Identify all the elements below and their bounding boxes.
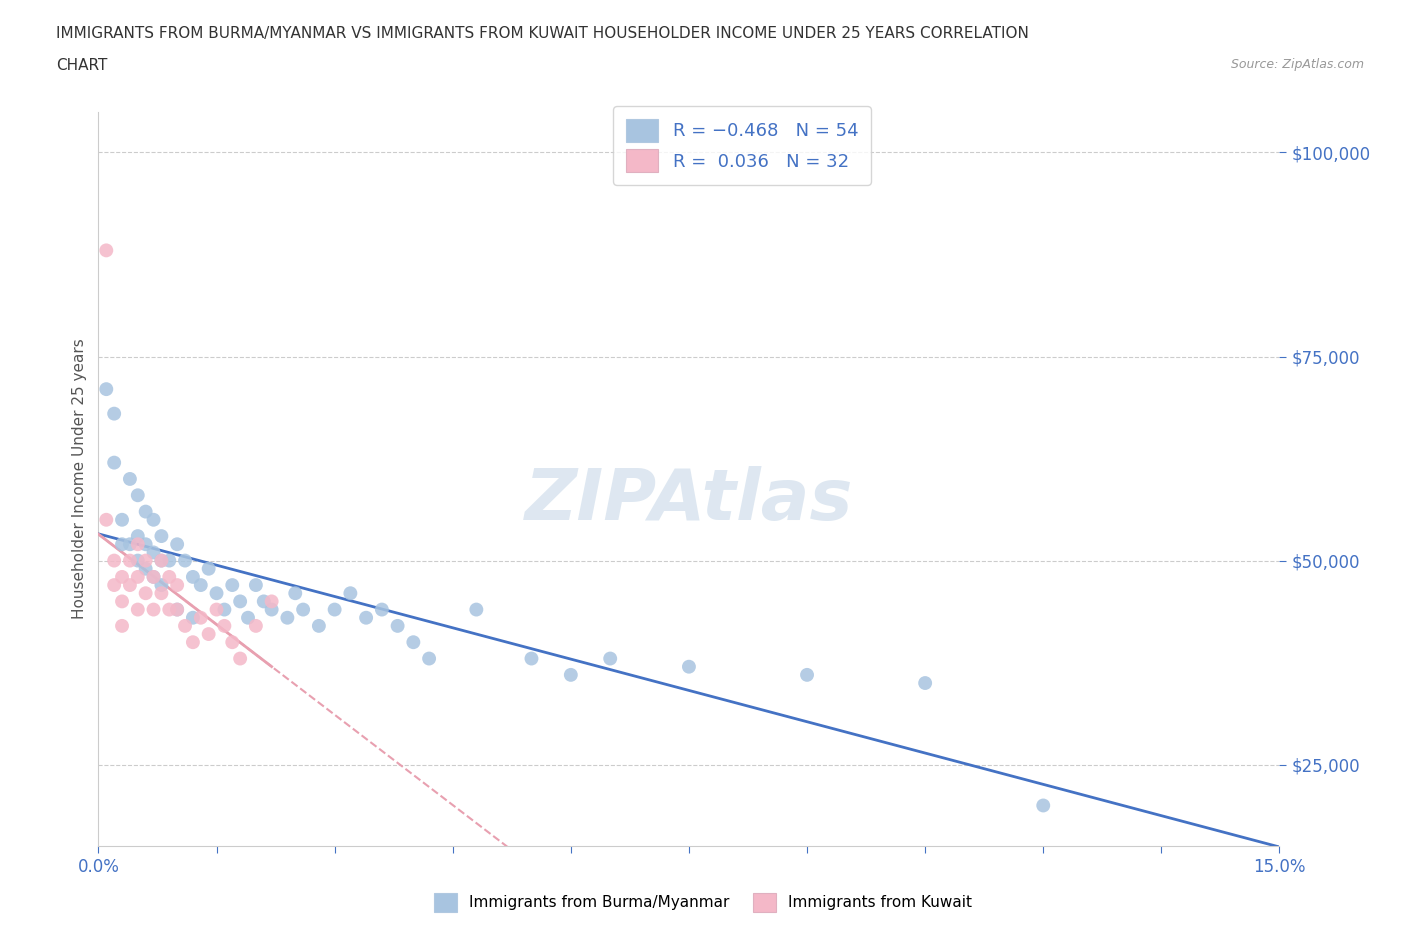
Point [166, 602, 188, 617]
Point [135, 562, 157, 577]
Point [1032, 798, 1054, 813]
Text: IMMIGRANTS FROM BURMA/MYANMAR VS IMMIGRANTS FROM KUWAIT HOUSEHOLDER INCOME UNDER: IMMIGRANTS FROM BURMA/MYANMAR VS IMMIGRA… [56, 26, 1029, 41]
Point [103, 553, 125, 568]
Point [253, 594, 276, 609]
Point [142, 569, 165, 584]
Point [150, 553, 173, 568]
Point [127, 569, 149, 584]
Point [166, 537, 188, 551]
Point [323, 602, 346, 617]
Point [96, 381, 118, 396]
Point [229, 594, 252, 609]
Point [127, 602, 149, 617]
Point [181, 610, 204, 625]
Point [181, 569, 204, 584]
Point [221, 578, 243, 592]
Text: CHART: CHART [56, 58, 108, 73]
Point [181, 635, 204, 650]
Point [796, 668, 818, 683]
Point [135, 504, 157, 519]
Point [205, 602, 228, 617]
Point [127, 488, 149, 503]
Point [599, 651, 621, 666]
Point [103, 578, 125, 592]
Point [339, 586, 361, 601]
Point [284, 586, 307, 601]
Point [174, 553, 197, 568]
Point [221, 635, 243, 650]
Point [142, 602, 165, 617]
Point [127, 528, 149, 543]
Point [229, 651, 252, 666]
Point [260, 602, 283, 617]
Point [135, 553, 157, 568]
Point [205, 586, 228, 601]
Text: ZIPAtlas: ZIPAtlas [524, 467, 853, 536]
Point [214, 602, 236, 617]
Point [157, 602, 180, 617]
Point [914, 675, 936, 690]
Point [276, 610, 298, 625]
Point [118, 578, 141, 592]
Legend: R = −0.468   N = 54, R =  0.036   N = 32: R = −0.468 N = 54, R = 0.036 N = 32 [613, 106, 870, 185]
Point [190, 578, 212, 592]
Point [245, 618, 267, 633]
Point [96, 243, 118, 258]
Point [166, 578, 188, 592]
Point [197, 627, 219, 642]
Point [520, 651, 543, 666]
Point [292, 602, 315, 617]
Point [197, 562, 219, 577]
Point [402, 635, 425, 650]
Point [118, 537, 141, 551]
Point [127, 537, 149, 551]
Point [245, 578, 267, 592]
Point [560, 668, 582, 683]
Point [111, 569, 134, 584]
Legend: Immigrants from Burma/Myanmar, Immigrants from Kuwait: Immigrants from Burma/Myanmar, Immigrant… [427, 887, 979, 918]
Point [166, 602, 188, 617]
Point [174, 618, 197, 633]
Point [150, 578, 173, 592]
Point [142, 569, 165, 584]
Point [118, 472, 141, 486]
Point [190, 610, 212, 625]
Point [236, 610, 259, 625]
Point [150, 586, 173, 601]
Point [418, 651, 440, 666]
Point [371, 602, 394, 617]
Point [135, 537, 157, 551]
Point [96, 512, 118, 527]
Point [150, 553, 173, 568]
Point [135, 586, 157, 601]
Point [142, 545, 165, 560]
Point [111, 594, 134, 609]
Point [103, 455, 125, 470]
Text: Source: ZipAtlas.com: Source: ZipAtlas.com [1230, 58, 1364, 71]
Point [150, 528, 173, 543]
Y-axis label: Householder Income Under 25 years: Householder Income Under 25 years [72, 339, 87, 619]
Point [127, 553, 149, 568]
Point [111, 618, 134, 633]
Point [111, 512, 134, 527]
Point [111, 537, 134, 551]
Point [354, 610, 377, 625]
Point [308, 618, 330, 633]
Point [142, 512, 165, 527]
Point [214, 618, 236, 633]
Point [465, 602, 488, 617]
Point [103, 406, 125, 421]
Point [118, 553, 141, 568]
Point [260, 594, 283, 609]
Point [387, 618, 409, 633]
Point [678, 659, 700, 674]
Point [157, 569, 180, 584]
Point [157, 553, 180, 568]
